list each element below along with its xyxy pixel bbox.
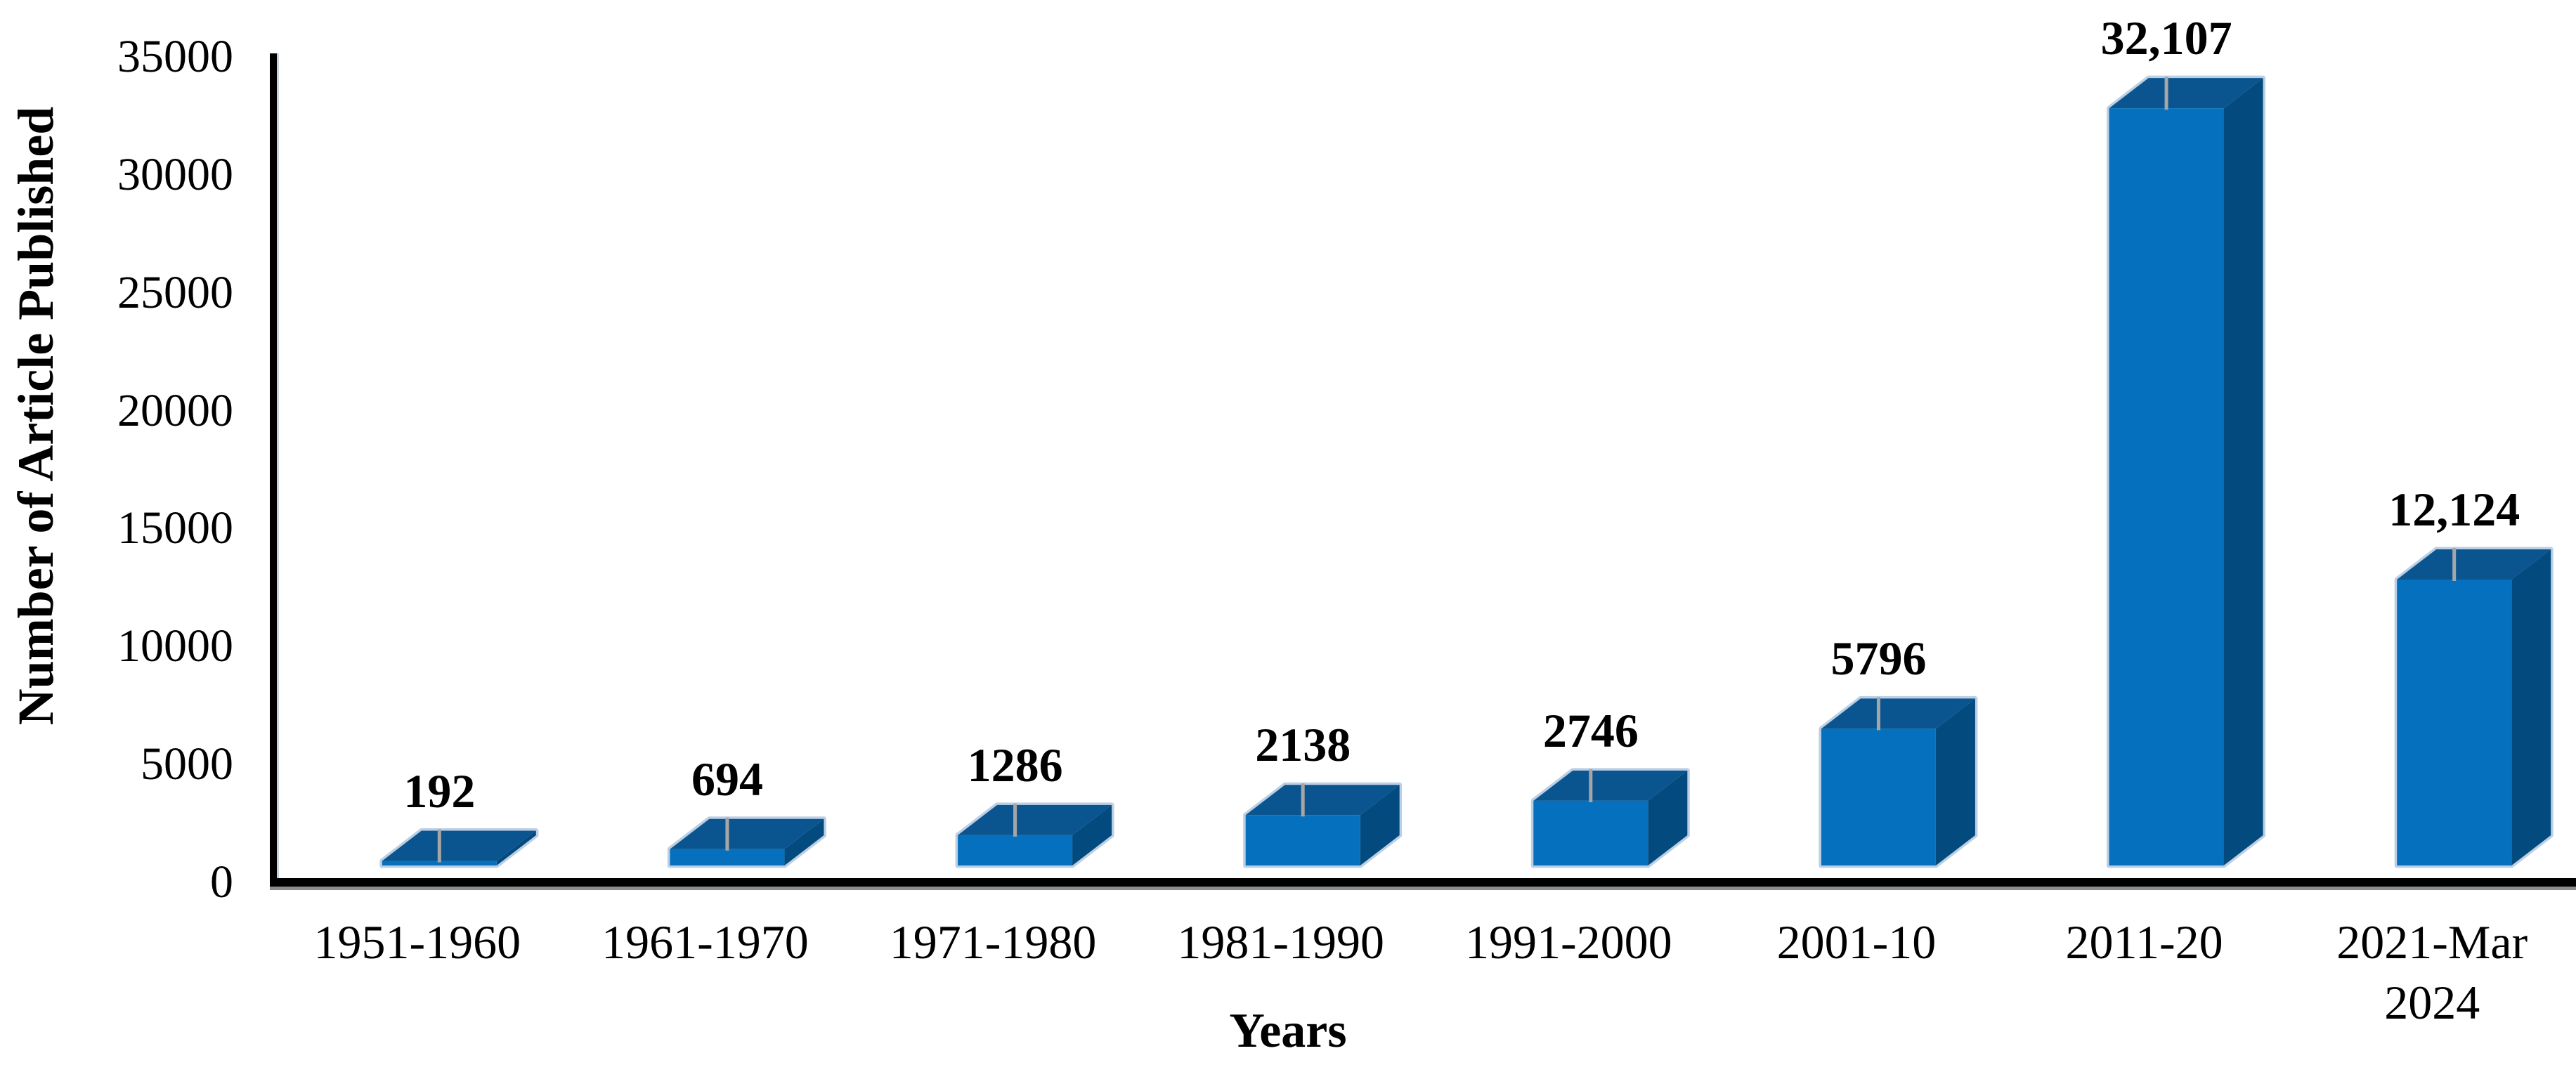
bar-side-face: [1072, 804, 1112, 865]
bar-value-label: 5796: [1830, 632, 1927, 686]
bar-front-face: [2397, 579, 2512, 865]
y-tick-label: 5000: [141, 738, 233, 790]
bar-front-face: [2109, 108, 2224, 865]
bar-front-face: [958, 835, 1073, 865]
x-tick-label: 1991-2000: [1464, 915, 1672, 969]
bar-value-label: 694: [691, 752, 763, 806]
bar-side-face: [1935, 698, 1975, 865]
bar-front-face: [1533, 800, 1648, 865]
bar-front-face: [670, 849, 785, 865]
bar-front-face: [382, 861, 497, 865]
x-axis-line-shadow: [270, 887, 2576, 890]
y-tick-label: 0: [210, 856, 233, 908]
bar-top-face: [2109, 78, 2263, 109]
y-tick-label: 20000: [117, 384, 233, 436]
bar-value-label: 12,124: [2388, 482, 2520, 536]
x-axis-title: Years: [1229, 1004, 1347, 1058]
x-tick-label: 2021-Mar 2024: [2336, 915, 2528, 1029]
bar-value-label: 2138: [1255, 718, 1351, 772]
x-tick-label: 1981-1990: [1177, 915, 1385, 969]
bar-top-face: [382, 830, 536, 861]
x-axis-line: [270, 878, 2576, 887]
x-tick-label: 1971-1980: [889, 915, 1097, 969]
x-tick-label: 2011-20: [2065, 915, 2223, 969]
bar-side-face: [784, 818, 824, 865]
bar-front-face: [1821, 728, 1936, 865]
bar-value-label: 192: [403, 764, 476, 818]
bar-top-face: [958, 804, 1112, 835]
x-tick-label: 2001-10: [1776, 915, 1937, 969]
bar-value-label: 1286: [967, 738, 1063, 792]
bar-side-face: [2223, 78, 2263, 865]
y-axis-line-shadow: [277, 53, 279, 887]
bar-top-face: [670, 818, 824, 849]
x-tick-label: 1961-1970: [601, 915, 809, 969]
y-tick-label: 15000: [117, 502, 233, 554]
y-tick-label: 25000: [117, 266, 233, 318]
bar-top-face: [1533, 770, 1688, 801]
bar-side-face: [2511, 549, 2551, 865]
bar-top-face: [1821, 698, 1975, 729]
bar-top-face: [1245, 785, 1400, 816]
y-tick-label: 30000: [117, 148, 233, 200]
bar-value-label: 2746: [1542, 703, 1639, 757]
bar-side-face: [1360, 785, 1400, 865]
bar-side-face: [1648, 770, 1688, 865]
y-tick-label: 10000: [117, 620, 233, 672]
bar-front-face: [1245, 815, 1360, 865]
bar-side-face: [496, 830, 536, 865]
bar-value-label: 32,107: [2100, 11, 2232, 65]
bar-top-face: [2397, 549, 2551, 580]
y-tick-label: 35000: [117, 31, 233, 82]
x-tick-label: 1951-1960: [313, 915, 521, 969]
y-axis-line: [270, 53, 277, 887]
